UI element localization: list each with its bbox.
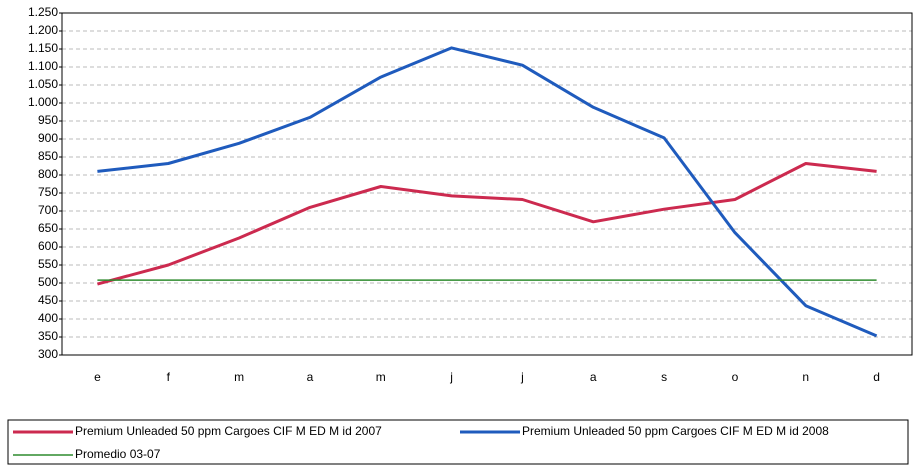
series-line [97,162,877,286]
legend-box [7,419,909,465]
x-tick-label: e [94,370,101,384]
x-tick-label: f [167,370,171,384]
x-tick-label: j [449,370,453,384]
y-tick-label: 900 [38,131,58,145]
y-tick-label: 1.100 [28,59,58,73]
y-tick-label: 1.250 [28,5,58,19]
y-tick-label: 450 [38,293,58,307]
y-tick-label: 400 [38,311,58,325]
x-tick-label: j [520,370,524,384]
y-tick-label: 1.150 [28,41,58,55]
x-tick-label: d [873,370,880,384]
y-tick-label: 850 [38,149,58,163]
y-tick-label: 1.000 [28,95,58,109]
y-tick-label: 350 [38,329,58,343]
x-tick-label: n [802,370,809,384]
y-tick-label: 600 [38,239,58,253]
y-tick-label: 1.050 [28,77,58,91]
y-tick-label: 300 [38,347,58,361]
y-tick-label: 550 [38,257,58,271]
legend-label: Promedio 03-07 [75,447,161,461]
x-tick-label: o [732,370,739,384]
x-tick-label: a [307,370,314,384]
x-tick-label: m [234,370,244,384]
y-tick-label: 700 [38,203,58,217]
x-tick-label: m [376,370,386,384]
y-tick-label: 750 [38,185,58,199]
y-tick-label: 1.200 [28,23,58,37]
y-tick-label: 950 [38,113,58,127]
x-tick-label: s [661,370,667,384]
y-tick-label: 800 [38,167,58,181]
plot-area [61,12,913,356]
y-tick-label: 500 [38,275,58,289]
legend-label: Premium Unleaded 50 ppm Cargoes CIF M ED… [75,424,382,438]
x-tick-label: a [590,370,597,384]
series-line [97,46,878,338]
y-tick-label: 650 [38,221,58,235]
legend-label: Premium Unleaded 50 ppm Cargoes CIF M ED… [522,424,829,438]
